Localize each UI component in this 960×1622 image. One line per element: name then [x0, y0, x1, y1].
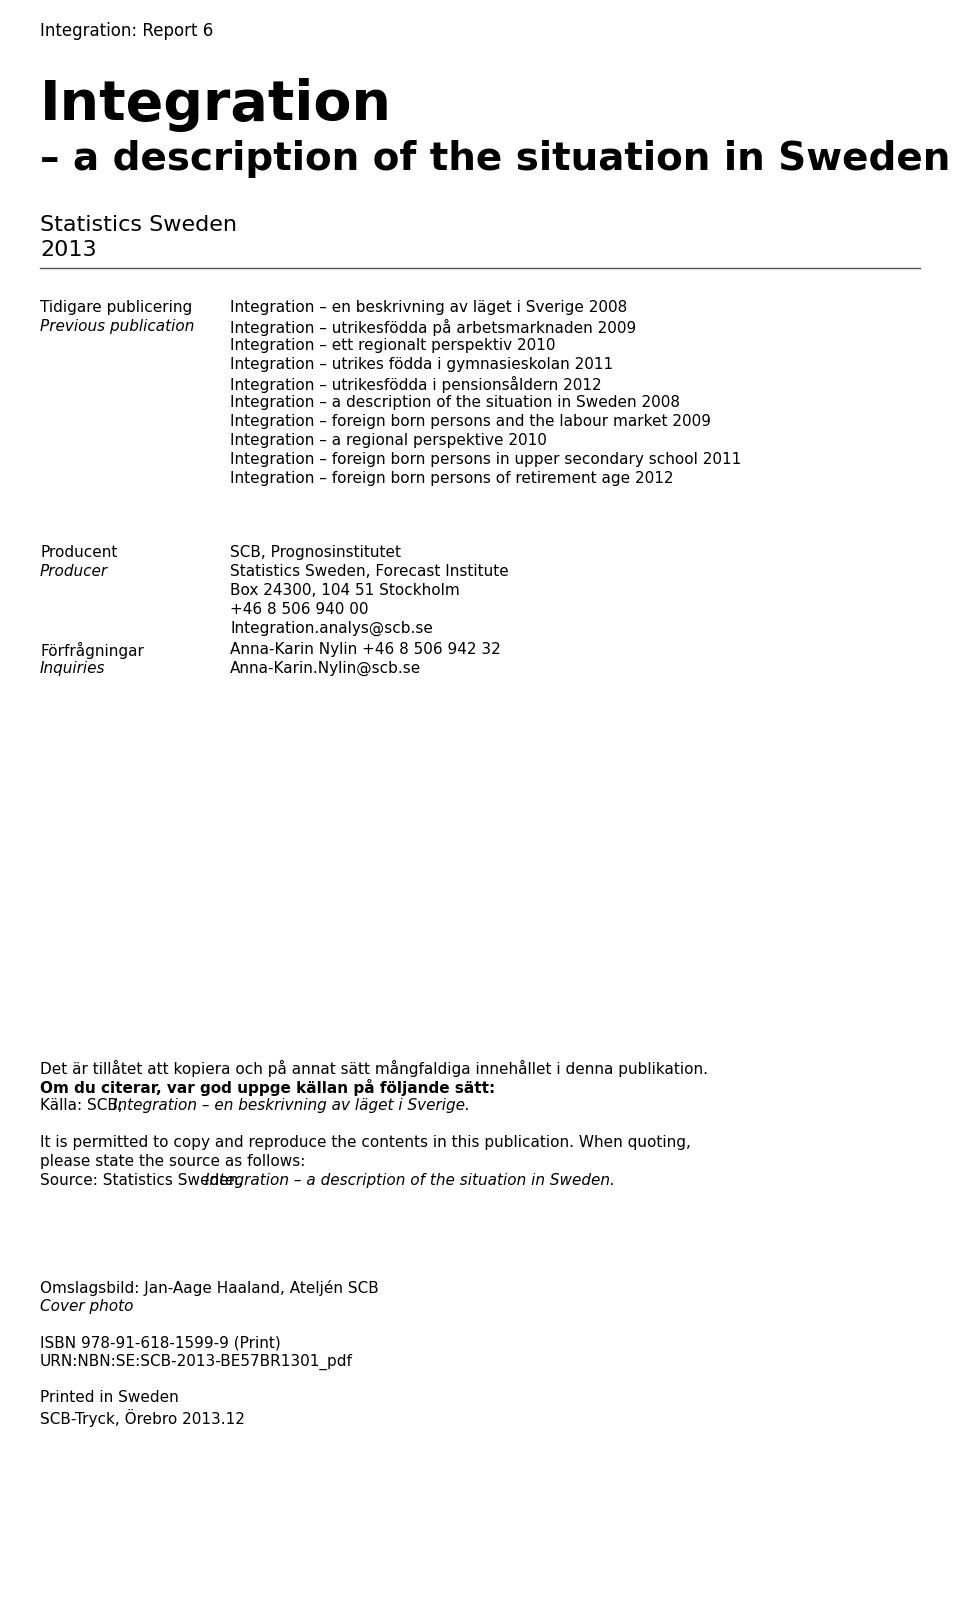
Text: Källa: SCB,: Källa: SCB,: [40, 1098, 128, 1113]
Text: Integration – foreign born persons and the labour market 2009: Integration – foreign born persons and t…: [230, 414, 711, 428]
Text: Integration: Integration: [40, 78, 392, 131]
Text: Producer: Producer: [40, 564, 108, 579]
Text: ISBN 978-91-618-1599-9 (Print): ISBN 978-91-618-1599-9 (Print): [40, 1335, 280, 1350]
Text: It is permitted to copy and reproduce the contents in this publication. When quo: It is permitted to copy and reproduce th…: [40, 1135, 691, 1150]
Text: Integration – a description of the situation in Sweden.: Integration – a description of the situa…: [204, 1173, 614, 1187]
Text: please state the source as follows:: please state the source as follows:: [40, 1153, 305, 1169]
Text: Integration – utrikesfödda på arbetsmarknaden 2009: Integration – utrikesfödda på arbetsmark…: [230, 320, 636, 336]
Text: Previous publication: Previous publication: [40, 320, 194, 334]
Text: Integration.analys@scb.se: Integration.analys@scb.se: [230, 621, 433, 636]
Text: Integration – foreign born persons in upper secondary school 2011: Integration – foreign born persons in up…: [230, 453, 741, 467]
Text: +46 8 506 940 00: +46 8 506 940 00: [230, 602, 369, 616]
Text: Statistics Sweden, Forecast Institute: Statistics Sweden, Forecast Institute: [230, 564, 509, 579]
Text: Integration – a regional perspektive 2010: Integration – a regional perspektive 201…: [230, 433, 547, 448]
Text: Anna-Karin Nylin +46 8 506 942 32: Anna-Karin Nylin +46 8 506 942 32: [230, 642, 501, 657]
Text: Source: Statistics Sweden,: Source: Statistics Sweden,: [40, 1173, 248, 1187]
Text: Printed in Sweden: Printed in Sweden: [40, 1390, 179, 1405]
Text: Omslagsbild: Jan-Aage Haaland, Ateljén SCB: Omslagsbild: Jan-Aage Haaland, Ateljén S…: [40, 1280, 379, 1296]
Text: SCB-Tryck, Örebro 2013.12: SCB-Tryck, Örebro 2013.12: [40, 1410, 245, 1427]
Text: Integration – utrikes födda i gymnasieskolan 2011: Integration – utrikes födda i gymnasiesk…: [230, 357, 613, 371]
Text: Integration: Report 6: Integration: Report 6: [40, 23, 213, 41]
Text: Integration – en beskrivning av läget i Sverige.: Integration – en beskrivning av läget i …: [113, 1098, 470, 1113]
Text: Producent: Producent: [40, 545, 117, 560]
Text: Integration – utrikesfödda i pensionsåldern 2012: Integration – utrikesfödda i pensionsåld…: [230, 376, 602, 393]
Text: Integration – ett regionalt perspektiv 2010: Integration – ett regionalt perspektiv 2…: [230, 337, 556, 354]
Text: Om du citerar, var god uppge källan på följande sätt:: Om du citerar, var god uppge källan på f…: [40, 1079, 495, 1096]
Text: SCB, Prognosinstitutet: SCB, Prognosinstitutet: [230, 545, 401, 560]
Text: 2013: 2013: [40, 240, 97, 260]
Text: Integration – foreign born persons of retirement age 2012: Integration – foreign born persons of re…: [230, 470, 674, 487]
Text: Det är tillåtet att kopiera och på annat sätt mångfaldiga innehållet i denna pub: Det är tillåtet att kopiera och på annat…: [40, 1061, 708, 1077]
Text: Förfrågningar: Förfrågningar: [40, 642, 144, 659]
Text: – a description of the situation in Sweden: – a description of the situation in Swed…: [40, 139, 950, 178]
Text: Integration – a description of the situation in Sweden 2008: Integration – a description of the situa…: [230, 396, 680, 410]
Text: Inquiries: Inquiries: [40, 662, 106, 676]
Text: Integration – en beskrivning av läget i Sverige 2008: Integration – en beskrivning av läget i …: [230, 300, 627, 315]
Text: Box 24300, 104 51 Stockholm: Box 24300, 104 51 Stockholm: [230, 582, 460, 599]
Text: Statistics Sweden: Statistics Sweden: [40, 216, 237, 235]
Text: Cover photo: Cover photo: [40, 1299, 133, 1314]
Text: URN:NBN:SE:SCB-2013-BE57BR1301_pdf: URN:NBN:SE:SCB-2013-BE57BR1301_pdf: [40, 1354, 353, 1371]
Text: Anna-Karin.Nylin@scb.se: Anna-Karin.Nylin@scb.se: [230, 662, 421, 676]
Text: Tidigare publicering: Tidigare publicering: [40, 300, 192, 315]
